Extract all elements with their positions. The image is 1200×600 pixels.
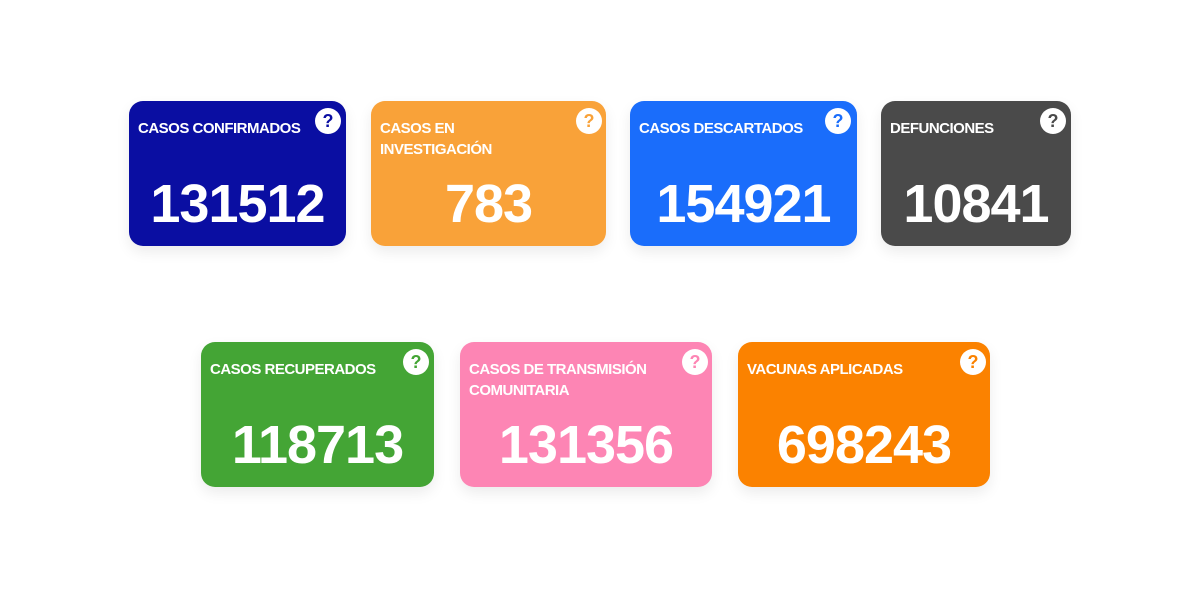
stat-card-under-investigation: CASOS EN INVESTIGACIÓN ? 783 [371, 101, 606, 246]
help-question-icon[interactable]: ? [1040, 108, 1066, 134]
stat-card-title: VACUNAS APLICADAS [747, 361, 903, 378]
help-question-icon[interactable]: ? [960, 349, 986, 375]
stat-card-title: CASOS DE TRANSMISIÓN COMUNITARIA [469, 361, 647, 399]
help-question-icon[interactable]: ? [825, 108, 851, 134]
stat-card-value: 698243 [776, 415, 952, 475]
stats-row-2: CASOS RECUPERADOS ? 118713 CASOS DE TRAN… [0, 334, 1200, 504]
stat-card-community-transmission: CASOS DE TRANSMISIÓN COMUNITARIA ? 13135… [460, 342, 712, 487]
stat-card-confirmed: CASOS CONFIRMADOS ? 131512 [129, 101, 346, 246]
stats-row-1: CASOS CONFIRMADOS ? 131512 CASOS EN INVE… [0, 93, 1200, 263]
stat-card-title: CASOS CONFIRMADOS [138, 120, 301, 137]
stat-card-title: CASOS RECUPERADOS [210, 361, 376, 378]
stat-card-value: 154921 [656, 174, 831, 234]
stat-card-value: 783 [444, 174, 533, 234]
stat-card-value: 118713 [231, 415, 404, 475]
help-question-icon[interactable]: ? [576, 108, 602, 134]
stat-card-title: DEFUNCIONES [890, 120, 994, 137]
stat-card-deaths: DEFUNCIONES ? 10841 [881, 101, 1071, 246]
help-question-icon[interactable]: ? [315, 108, 341, 134]
stat-card-value: 131512 [150, 174, 325, 234]
stat-card-discarded: CASOS DESCARTADOS ? 154921 [630, 101, 857, 246]
stat-card-title: CASOS EN INVESTIGACIÓN [380, 120, 492, 158]
stat-card-vaccines-applied: VACUNAS APLICADAS ? 698243 [738, 342, 990, 487]
stat-card-value: 131356 [498, 415, 674, 475]
stat-card-recovered: CASOS RECUPERADOS ? 118713 [201, 342, 434, 487]
stat-card-title: CASOS DESCARTADOS [639, 120, 803, 137]
stat-card-value: 10841 [903, 174, 1049, 234]
help-question-icon[interactable]: ? [682, 349, 708, 375]
help-question-icon[interactable]: ? [403, 349, 429, 375]
